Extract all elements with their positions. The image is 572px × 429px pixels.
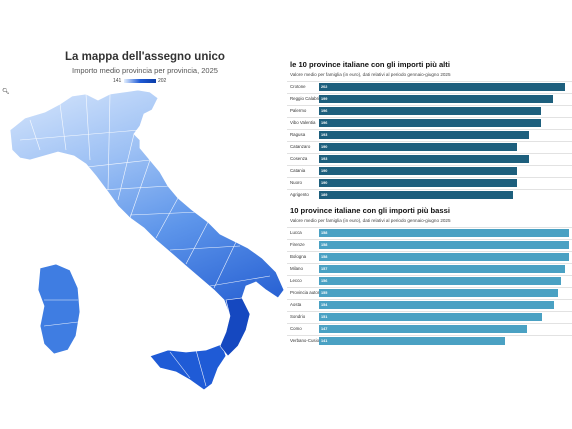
bar-value-label: 202 [321, 85, 328, 89]
bar[interactable] [319, 167, 518, 175]
bar[interactable] [319, 313, 543, 321]
bar[interactable] [319, 325, 528, 333]
bar-category-label: Aosta [290, 302, 302, 307]
map-title: La mappa dell'assegno unico [65, 51, 225, 63]
bar-row: Vibo Valentia 196 [287, 117, 572, 129]
bar-value-label: 193 [321, 157, 328, 161]
bar-category-label: Firenze [290, 242, 305, 247]
bar[interactable] [319, 155, 530, 163]
legend-gradient [124, 79, 156, 83]
bar-value-label: 199 [321, 97, 328, 101]
bar[interactable] [319, 179, 518, 187]
bar-row: Palermo 196 [287, 105, 572, 117]
bar[interactable] [319, 301, 554, 309]
bottom-provinces-title: 10 province italiane con gli importi più… [290, 206, 450, 215]
bar-value-label: 193 [321, 133, 328, 137]
bar[interactable] [319, 241, 569, 249]
search-icon[interactable]: 🔍︎ [2, 89, 10, 95]
bar-value-label: 151 [321, 315, 328, 319]
bar[interactable] [319, 337, 505, 345]
bar-category-label: Agrigento [290, 192, 309, 197]
bar[interactable] [319, 107, 542, 115]
bar-value-label: 141 [321, 339, 328, 343]
bar-row: Catania 190 [287, 165, 572, 177]
bar-row: Agrigento 189 [287, 189, 572, 201]
bottom-provinces-subtitle: Valore medio per famiglia (in euro), dat… [290, 218, 451, 223]
bar-category-label: Bologna [290, 254, 307, 259]
bar[interactable] [319, 119, 542, 127]
bar-row: Catanzaro 190 [287, 141, 572, 153]
mainland-italy [9, 89, 285, 357]
bar-row: Aosta 154 [287, 299, 572, 311]
bar-category-label: Vibo Valentia [290, 120, 316, 125]
sardinia [37, 263, 81, 355]
bar-value-label: 154 [321, 303, 328, 307]
bar-category-label: Catania [290, 168, 306, 173]
bar-row: Provincia autonoma di Bolzano155 [287, 287, 572, 299]
italy-province-map[interactable] [0, 0, 290, 429]
bar-value-label: 156 [321, 279, 328, 283]
bar-category-label: Verbano-Cusio-Ossola [290, 338, 335, 343]
bar-value-label: 147 [321, 327, 328, 331]
bar-category-label: Cosenza [290, 156, 308, 161]
bar-row: Como 147 [287, 323, 572, 335]
bar-category-label: Lecco [290, 278, 302, 283]
bottom-provinces-panel: 10 province italiane con gli importi più… [287, 206, 572, 347]
bar[interactable] [319, 143, 518, 151]
map-panel: La mappa dell'assegno unico Importo medi… [0, 0, 290, 429]
bottom-provinces-bar-chart: Lucca 158 Firenze 158 Bologna 158 Milano 157 Lec… [287, 227, 572, 347]
top-provinces-subtitle: Valore medio per famiglia (in euro), dat… [290, 72, 451, 77]
bar-value-label: 157 [321, 267, 328, 271]
bar-category-label: Catanzaro [290, 144, 311, 149]
bar-category-label: Lucca [290, 230, 302, 235]
bar-row: Lucca 158 [287, 227, 572, 239]
bar-value-label: 158 [321, 243, 328, 247]
bar-row: Nuoro 190 [287, 177, 572, 189]
bar-row: Firenze 158 [287, 239, 572, 251]
bar-row: Crotone 202 [287, 81, 572, 93]
bar[interactable] [319, 277, 562, 285]
bar-value-label: 196 [321, 121, 328, 125]
bar-category-label: Sondrio [290, 314, 306, 319]
bar-category-label: Reggio Calabria [290, 96, 322, 101]
map-subtitle: Importo medio provincia per provincia, 2… [72, 66, 218, 75]
bar[interactable] [319, 253, 569, 261]
bar-value-label: 190 [321, 145, 328, 149]
legend-max-label: 202 [158, 78, 167, 84]
top-provinces-bar-chart: Crotone 202 Reggio Calabria 199 Palermo 196 Vi… [287, 81, 572, 201]
bar-row: Milano 157 [287, 263, 572, 275]
bar[interactable] [319, 83, 566, 91]
bar[interactable] [319, 229, 569, 237]
top-provinces-panel: le 10 province italiane con gli importi … [287, 60, 572, 201]
bar-value-label: 155 [321, 291, 328, 295]
bar-value-label: 189 [321, 193, 328, 197]
bar[interactable] [319, 95, 554, 103]
bar-category-label: Nuoro [290, 180, 302, 185]
bar-value-label: 190 [321, 181, 328, 185]
bar[interactable] [319, 191, 514, 199]
legend-min-label: 141 [113, 78, 122, 84]
sicily [149, 343, 227, 391]
bar-value-label: 196 [321, 109, 328, 113]
bar-category-label: Palermo [290, 108, 307, 113]
bar[interactable] [319, 265, 566, 273]
bar-category-label: Crotone [290, 84, 306, 89]
bar-row: Sondrio 151 [287, 311, 572, 323]
bar[interactable] [319, 131, 530, 139]
bar-row: Lecco 156 [287, 275, 572, 287]
bar-row: Cosenza 193 [287, 153, 572, 165]
bar-value-label: 158 [321, 231, 328, 235]
bar-value-label: 190 [321, 169, 328, 173]
bar-category-label: Como [290, 326, 302, 331]
bar[interactable] [319, 289, 558, 297]
bar-row: Bologna 158 [287, 251, 572, 263]
bar-category-label: Milano [290, 266, 303, 271]
bar-row: Ragusa 193 [287, 129, 572, 141]
bar-row: Reggio Calabria 199 [287, 93, 572, 105]
bar-category-label: Ragusa [290, 132, 306, 137]
bar-row: Verbano-Cusio-Ossola 141 [287, 335, 572, 347]
calabria-region [219, 297, 251, 357]
top-provinces-title: le 10 province italiane con gli importi … [290, 60, 450, 69]
bar-value-label: 158 [321, 255, 328, 259]
